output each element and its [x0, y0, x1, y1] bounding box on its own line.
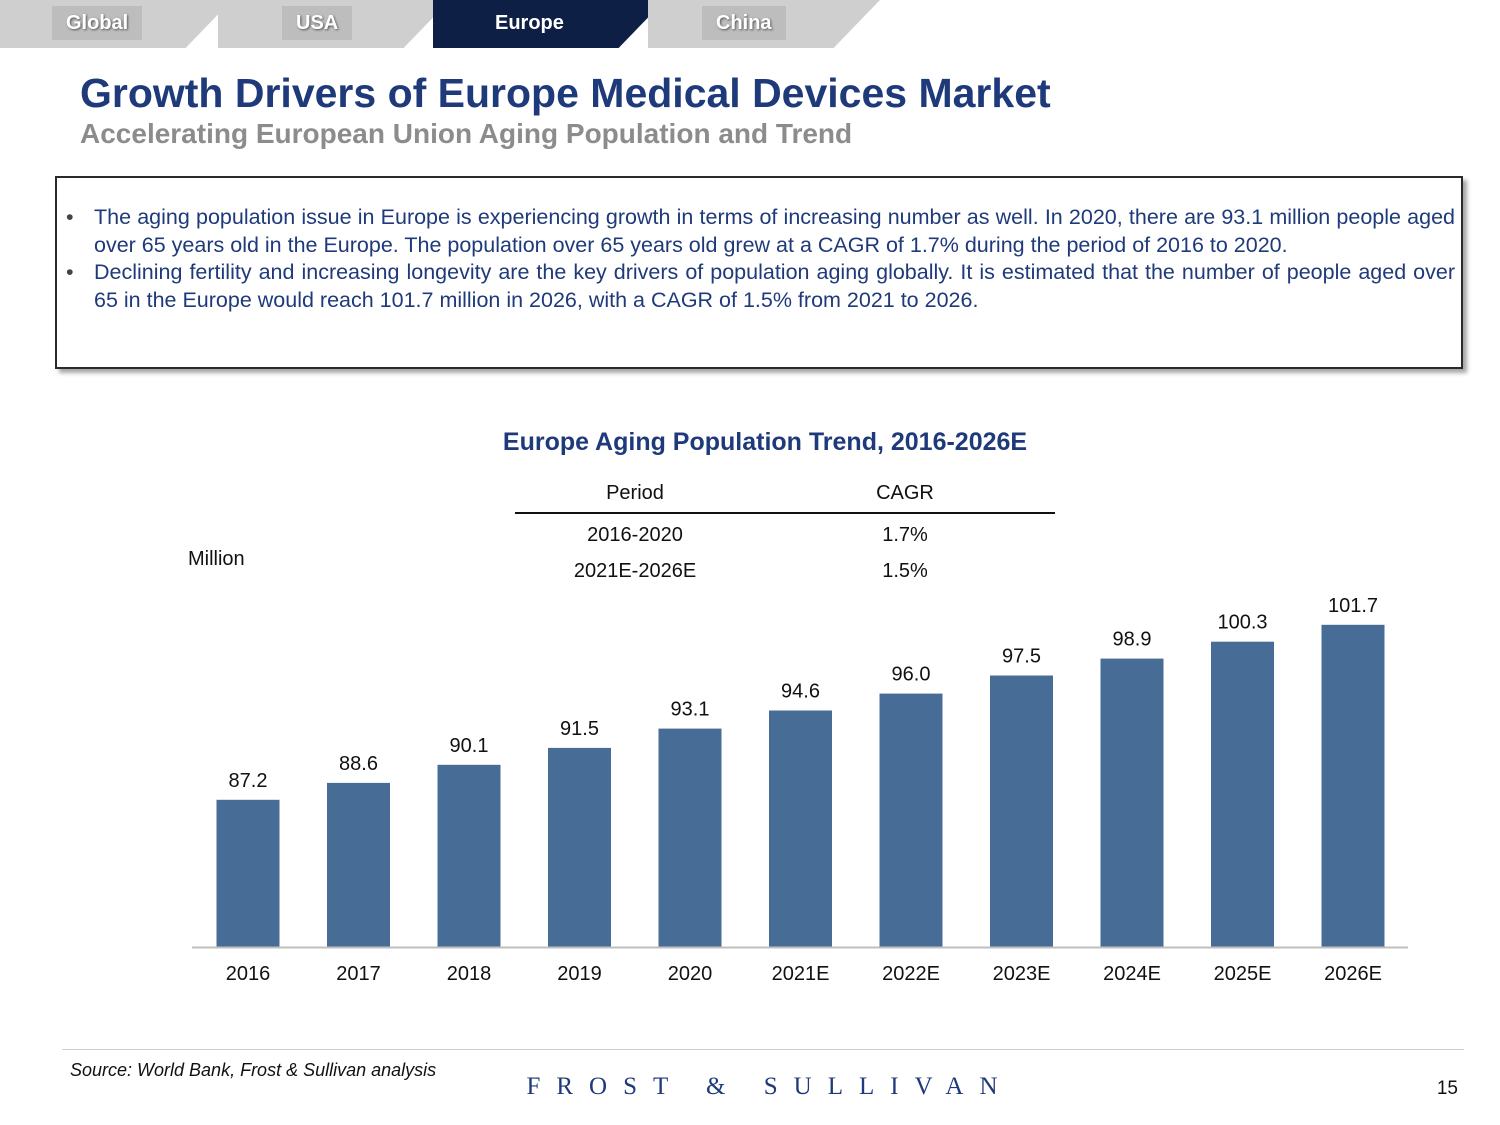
cagr-header-period: Period	[606, 482, 664, 504]
data-label: 87.2	[229, 770, 268, 792]
bar-2016	[216, 799, 280, 947]
tab-label: Global	[52, 6, 143, 40]
tab-china[interactable]: China	[648, 0, 880, 48]
x-tick-label: 2018	[447, 963, 492, 985]
source-note: Source: World Bank, Frost & Sullivan ana…	[70, 1060, 437, 1080]
bar-2023E	[990, 675, 1053, 947]
page-number: 15	[1436, 1078, 1458, 1099]
key-points-box: The aging population issue in Europe is …	[55, 176, 1463, 369]
tab-label: China	[702, 6, 786, 40]
x-tick-label: 2020	[668, 963, 713, 985]
table-row: 2016-2020 1.7%	[515, 520, 1055, 556]
data-label: 100.3	[1217, 612, 1267, 634]
bar-2019	[548, 747, 611, 947]
bullet-item: The aging population issue in Europe is …	[66, 204, 1455, 259]
x-tick-label: 2021E	[772, 963, 830, 985]
data-label: 93.1	[671, 699, 710, 721]
bar-2024E	[1100, 658, 1164, 947]
bar-2026E	[1321, 624, 1385, 947]
data-label: 88.6	[339, 753, 378, 775]
page-subtitle: Accelerating European Union Aging Popula…	[80, 118, 853, 149]
cagr-period-cell: 2021E-2026E	[573, 560, 697, 582]
bar-2021E	[769, 710, 832, 947]
bar-2018	[437, 764, 501, 947]
x-tick-label: 2025E	[1214, 963, 1272, 985]
cagr-period-cell: 2016-2020	[587, 524, 683, 546]
tab-label: Europe	[495, 12, 564, 34]
page-title: Growth Drivers of Europe Medical Devices…	[80, 70, 1051, 116]
x-tick-label: 2022E	[882, 963, 940, 985]
x-tick-label: 2019	[557, 963, 602, 985]
cagr-table: Period CAGR 2016-2020 1.7% 2021E-2026E 1…	[515, 478, 1055, 592]
region-tab-bar: Global USA Europe China	[0, 0, 900, 50]
x-tick-label: 2023E	[993, 963, 1051, 985]
footer-divider	[62, 1049, 1464, 1050]
data-label: 98.9	[1113, 629, 1152, 651]
tab-usa[interactable]: USA	[218, 0, 450, 48]
tab-label: USA	[282, 6, 353, 40]
cagr-header-cagr: CAGR	[876, 482, 934, 504]
data-label: 94.6	[781, 681, 820, 703]
x-tick-label: 2024E	[1103, 963, 1161, 985]
bullet-item: Declining fertility and increasing longe…	[66, 259, 1455, 314]
tab-europe[interactable]: Europe	[433, 0, 665, 48]
data-label: 96.0	[892, 664, 931, 686]
y-axis-unit-label: Million	[188, 548, 245, 570]
x-tick-label: 2017	[336, 963, 381, 985]
cagr-table-header: Period CAGR	[515, 478, 1055, 514]
x-tick-label: 2026E	[1324, 963, 1382, 985]
chart-title: Europe Aging Population Trend, 2016-2026…	[502, 428, 1028, 456]
bar-2022E	[879, 693, 943, 947]
x-tick-label: 2016	[226, 963, 271, 985]
data-label: 97.5	[1002, 646, 1041, 668]
table-row: 2021E-2026E 1.5%	[515, 556, 1055, 592]
data-label: 101.7	[1328, 595, 1378, 617]
bar-2017	[327, 782, 390, 947]
bar-2025E	[1211, 641, 1274, 947]
cagr-value-cell: 1.7%	[882, 524, 928, 546]
bullet-list: The aging population issue in Europe is …	[57, 178, 1461, 314]
cagr-value-cell: 1.5%	[882, 560, 928, 582]
brand-logo: FROST & SULLIVAN	[526, 1073, 1014, 1100]
data-label: 90.1	[450, 735, 489, 757]
data-label: 91.5	[560, 718, 599, 740]
tab-global[interactable]: Global	[0, 0, 232, 48]
bar-2020	[658, 728, 722, 947]
